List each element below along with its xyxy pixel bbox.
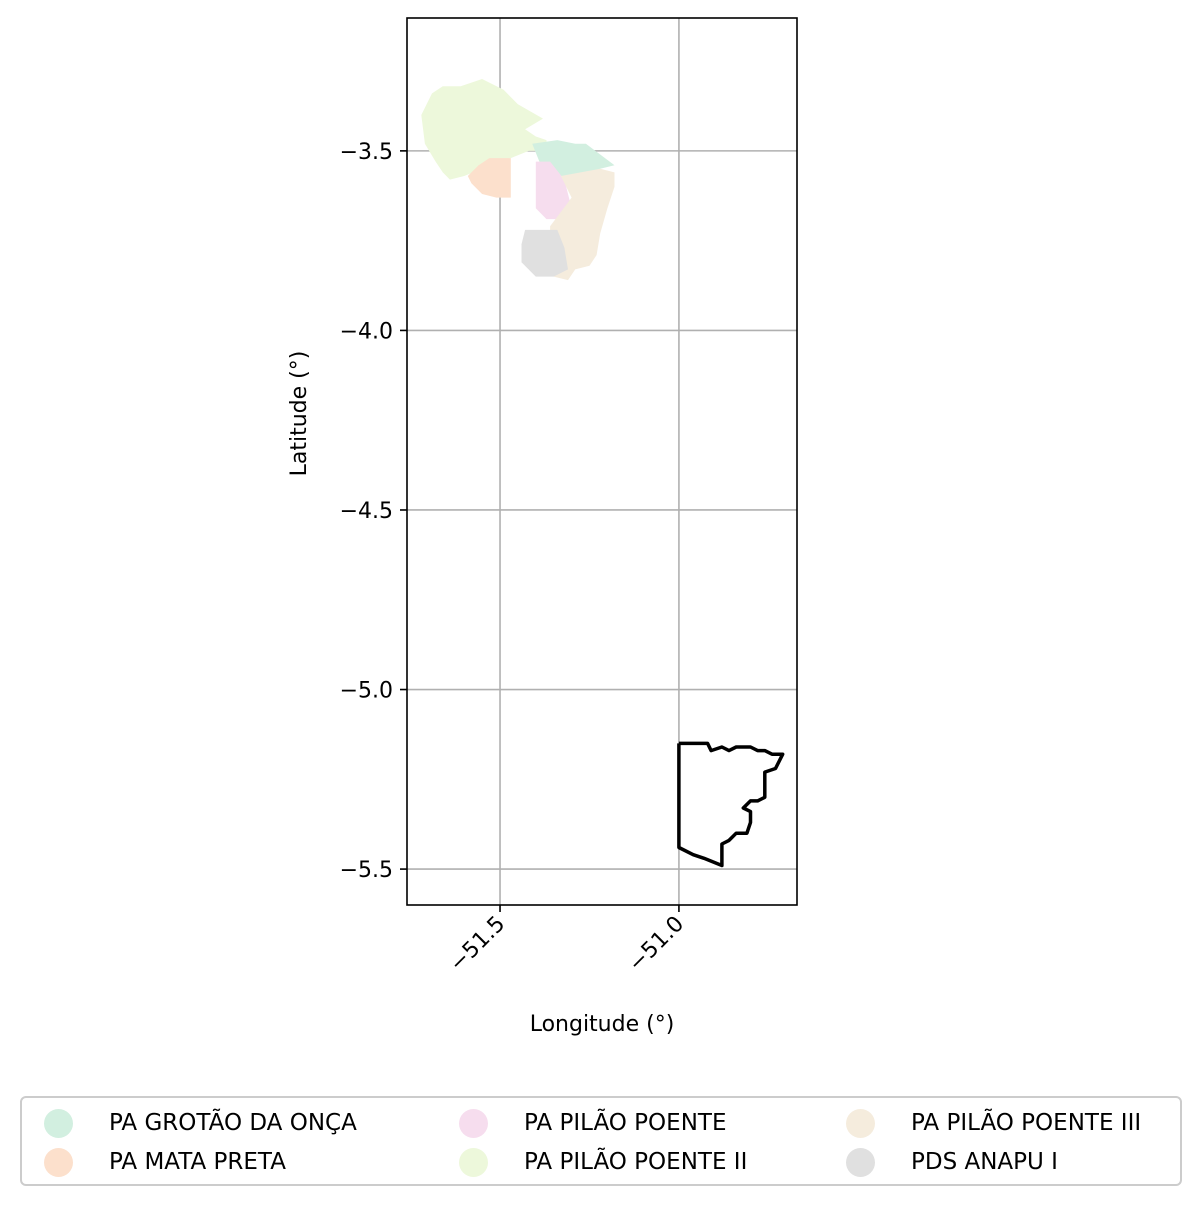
y-tick-label: −4.5 bbox=[340, 499, 393, 524]
y-tick-label: −5.0 bbox=[340, 679, 393, 704]
region-polygon bbox=[550, 168, 615, 281]
map-figure: −51.5 −51.0 −3.5 −4.0 −4.5 −5.0 −5.5 Longitude… bbox=[287, 17, 798, 1037]
legend-label: PA PILÃO POENTE II bbox=[524, 1149, 748, 1175]
legend-item: PA GROTÃO DA ONÇA bbox=[44, 1108, 357, 1138]
region-polygon bbox=[521, 229, 568, 277]
legend-swatch bbox=[44, 1147, 73, 1177]
axes-frame bbox=[406, 17, 798, 906]
region-polygon bbox=[535, 161, 572, 220]
y-axis-title: Latitude (°) bbox=[287, 351, 312, 477]
x-tick-label: −51.5 bbox=[445, 912, 510, 977]
legend-item: PA PILÃO POENTE III bbox=[846, 1108, 1141, 1138]
x-axis-title: Longitude (°) bbox=[530, 1012, 675, 1037]
legend-label: PA GROTÃO DA ONÇA bbox=[109, 1110, 357, 1136]
region-polygon bbox=[467, 158, 511, 198]
legend-label: PDS ANAPU I bbox=[911, 1149, 1058, 1175]
legend-item: PDS ANAPU I bbox=[846, 1147, 1058, 1177]
y-tick-label: −4.0 bbox=[340, 319, 393, 344]
legend-swatch bbox=[459, 1108, 488, 1138]
region-polygon bbox=[421, 79, 547, 180]
region-polygons bbox=[421, 79, 615, 281]
legend-item: PA PILÃO POENTE II bbox=[459, 1147, 747, 1177]
boundary-outline bbox=[677, 741, 785, 868]
y-tick-label: −3.5 bbox=[340, 140, 393, 165]
legend-item: PA PILÃO POENTE bbox=[459, 1108, 726, 1138]
legend-swatch bbox=[846, 1147, 875, 1177]
legend-label: PA PILÃO POENTE bbox=[524, 1110, 727, 1136]
legend: PA GROTÃO DA ONÇA PA MATA PRETA PA PILÃO P… bbox=[20, 1096, 1182, 1186]
legend-item: PA MATA PRETA bbox=[44, 1147, 286, 1177]
legend-swatch bbox=[459, 1147, 488, 1177]
y-tick-label: −5.5 bbox=[340, 858, 393, 883]
legend-label: PA MATA PRETA bbox=[109, 1149, 286, 1175]
legend-swatch bbox=[846, 1108, 875, 1138]
legend-label: PA PILÃO POENTE III bbox=[911, 1110, 1142, 1136]
municipality-boundary bbox=[677, 741, 785, 868]
x-tick-label: −51.0 bbox=[624, 912, 689, 977]
legend-swatch bbox=[44, 1108, 73, 1138]
axis-ticks: −51.5 −51.0 −3.5 −4.0 −4.5 −5.0 −5.5 bbox=[340, 140, 690, 977]
